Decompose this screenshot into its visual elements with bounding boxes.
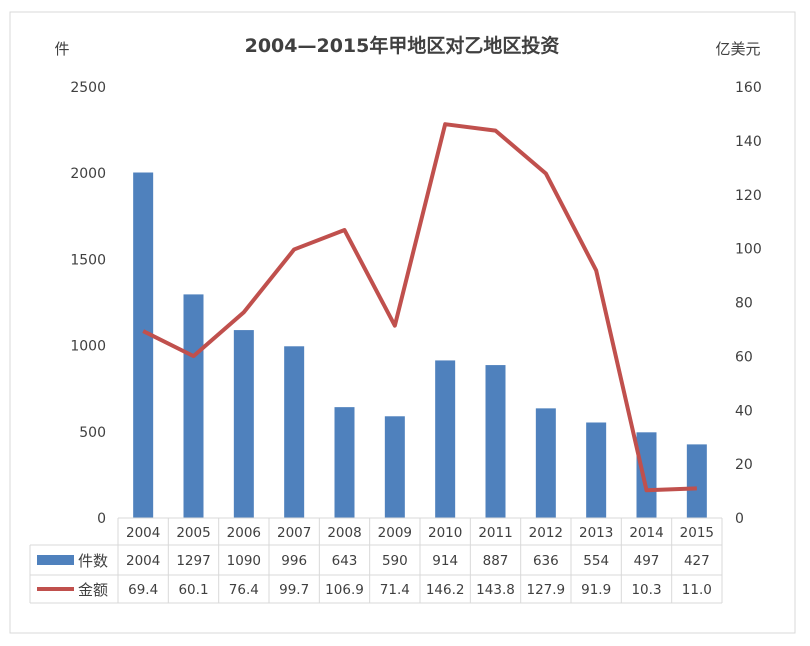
left-tick-label: 2500 [70, 80, 106, 96]
left-tick-label: 0 [97, 511, 106, 527]
legend-label: 金额 [78, 581, 108, 599]
bar-2013 [586, 422, 607, 518]
right-tick-label: 140 [735, 134, 762, 150]
x-tick-label: 2004 [126, 525, 160, 541]
right-tick-label: 20 [735, 457, 753, 473]
data-label: 69.4 [128, 582, 158, 598]
right-tick-label: 160 [735, 80, 762, 96]
right-tick-label: 0 [735, 511, 744, 527]
right-tick-label: 80 [735, 296, 753, 312]
data-label: 106.9 [325, 582, 364, 598]
data-label: 10.3 [631, 582, 661, 598]
line-series [142, 122, 697, 493]
x-tick-label: 2005 [176, 525, 210, 541]
bar-2004 [133, 172, 154, 518]
x-tick-label: 2010 [428, 525, 462, 541]
data-label: 91.9 [581, 582, 611, 598]
left-tick-label: 1500 [70, 252, 106, 268]
right-tick-label: 100 [735, 242, 762, 258]
x-tick-label: 2006 [227, 525, 261, 541]
right-tick-label: 40 [735, 403, 753, 419]
x-tick-label: 2007 [277, 525, 311, 541]
x-tick-label: 2009 [378, 525, 412, 541]
data-label: 143.8 [476, 582, 515, 598]
data-label: 1297 [176, 553, 210, 569]
bar-2010 [435, 360, 456, 518]
data-label: 427 [684, 553, 710, 569]
bar-2011 [485, 365, 506, 518]
x-tick-label: 2014 [629, 525, 663, 541]
x-tick-label: 2013 [579, 525, 613, 541]
legend-bar-key [37, 555, 74, 565]
left-tick-label: 1000 [70, 339, 106, 355]
data-label: 76.4 [229, 582, 259, 598]
data-label: 99.7 [279, 582, 309, 598]
left-axis-unit: 件 [54, 40, 69, 58]
data-label: 2004 [126, 553, 160, 569]
bar-2005 [183, 294, 204, 518]
data-label: 127.9 [527, 582, 566, 598]
bar-2007 [284, 346, 305, 518]
data-label: 11.0 [682, 582, 712, 598]
data-label: 643 [332, 553, 358, 569]
data-label: 887 [483, 553, 509, 569]
data-label: 71.4 [380, 582, 410, 598]
data-label: 996 [281, 553, 307, 569]
data-label: 146.2 [426, 582, 465, 598]
data-label: 60.1 [178, 582, 208, 598]
left-tick-label: 2000 [70, 166, 106, 182]
right-tick-label: 120 [735, 188, 762, 204]
chart-title: 2004—2015年甲地区对乙地区投资 [245, 34, 560, 57]
bar-2012 [535, 408, 556, 518]
x-tick-label: 2011 [478, 525, 512, 541]
data-label: 497 [634, 553, 660, 569]
left-tick-label: 500 [79, 425, 106, 441]
data-label: 554 [583, 553, 609, 569]
data-label: 1090 [227, 553, 261, 569]
legend-label: 件数 [78, 552, 108, 570]
data-label: 636 [533, 553, 559, 569]
x-tick-label: 2008 [327, 525, 361, 541]
x-tick-label: 2012 [529, 525, 563, 541]
bar-2009 [384, 416, 405, 518]
bar-2006 [233, 330, 254, 518]
x-tick-label: 2015 [680, 525, 714, 541]
bar-2015 [686, 444, 707, 518]
bar-2008 [334, 407, 355, 518]
bar-2014 [636, 432, 657, 518]
right-tick-label: 60 [735, 349, 753, 365]
data-label: 914 [432, 553, 458, 569]
right-axis-unit: 亿美元 [715, 40, 760, 58]
data-label: 590 [382, 553, 408, 569]
